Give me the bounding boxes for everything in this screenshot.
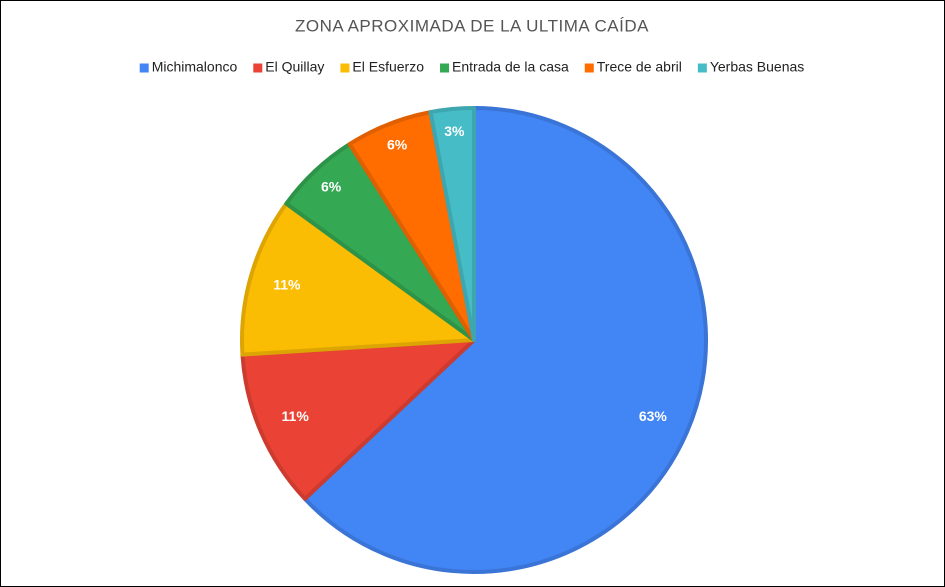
pie-slice	[428, 106, 476, 342]
legend-label: Trece de abril	[597, 59, 682, 75]
data-label: 6%	[387, 137, 408, 153]
data-label: 11%	[282, 408, 310, 424]
pie-slice	[240, 201, 476, 357]
legend-label: Entrada de la casa	[452, 59, 569, 75]
legend-swatch	[697, 63, 707, 73]
chart-title: ZONA APROXIMADA DE LA ULTIMA CAÍDA	[295, 16, 649, 35]
legend-label: El Quillay	[265, 59, 324, 75]
data-label: 11%	[273, 276, 301, 292]
legend-label: Yerbas Buenas	[710, 59, 804, 75]
pie-slice	[302, 106, 708, 574]
slice-outline	[428, 106, 476, 342]
data-label: 3%	[444, 123, 465, 139]
legend-label: Michimalonco	[152, 59, 238, 75]
slice-outline	[302, 106, 708, 574]
legend-swatch	[340, 63, 350, 73]
legend-swatch	[440, 63, 450, 73]
data-label: 6%	[321, 178, 342, 194]
legend-swatch	[253, 63, 263, 73]
pie-slice	[240, 338, 476, 501]
slice-outline	[240, 201, 476, 357]
legend-label: El Esfuerzo	[352, 59, 424, 75]
legend-swatch	[584, 63, 594, 73]
legend-swatch	[139, 63, 149, 73]
legend: Michimalonco El Quillay El Esfuerzo Entrada…	[139, 59, 804, 75]
slice-outline	[240, 338, 476, 501]
data-label: 63%	[639, 408, 668, 424]
